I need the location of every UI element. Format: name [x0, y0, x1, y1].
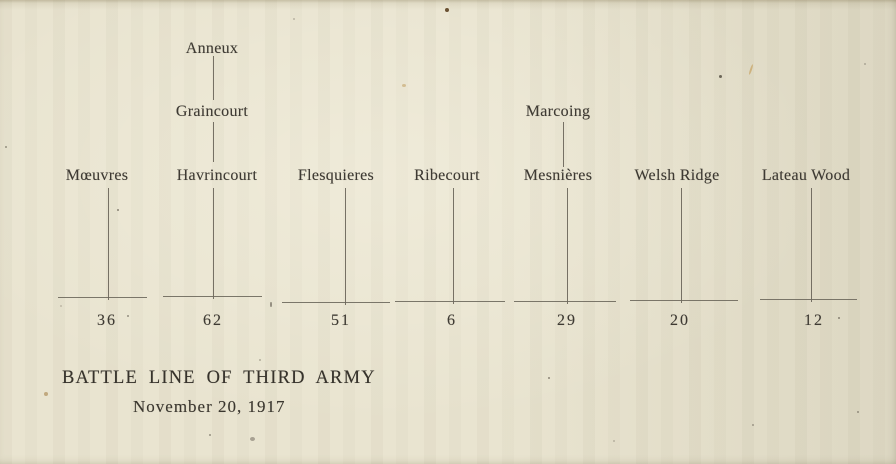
baseline-mesnieres	[514, 301, 616, 303]
place-label-moeuvres: Mœuvres	[65, 167, 129, 184]
place-label-mesnieres: Mesnières	[523, 167, 593, 184]
paper-speck	[548, 377, 550, 379]
baseline-lateau-wood	[760, 299, 857, 301]
division-number-flesquieres: 51	[331, 312, 351, 329]
paper-speck	[748, 63, 754, 76]
sector-line-ribecourt	[453, 188, 455, 304]
diagram-date: November 20, 1917	[133, 397, 286, 416]
division-number-ribecourt: 6	[447, 312, 457, 329]
sector-line-havrincourt	[213, 188, 215, 299]
sector-line-mesnieres	[567, 188, 569, 304]
paper-speck	[127, 315, 129, 317]
place-label-welsh-ridge: Welsh Ridge	[634, 167, 720, 184]
place-label-flesquieres: Flesquieres	[297, 167, 375, 184]
paper-speck	[270, 302, 272, 307]
place-label-marcoing: Marcoing	[525, 103, 591, 120]
connector-marcoing-mesnieres	[563, 122, 565, 167]
paper-speck	[857, 411, 859, 413]
connector-graincourt-havrincourt	[213, 122, 215, 162]
paper-speck	[719, 75, 722, 78]
baseline-welsh-ridge	[630, 300, 738, 302]
paper-speck	[250, 437, 255, 441]
paper-speck	[293, 18, 295, 20]
paper-speck	[117, 209, 119, 211]
sector-line-flesquieres	[345, 188, 347, 305]
baseline-moeuvres	[58, 297, 147, 299]
place-label-graincourt: Graincourt	[175, 103, 249, 120]
sector-line-moeuvres	[108, 188, 110, 300]
paper-speck	[259, 359, 261, 361]
place-label-havrincourt: Havrincourt	[176, 167, 258, 184]
paper-speck	[752, 424, 754, 426]
division-number-lateau-wood: 12	[804, 312, 824, 329]
sector-line-lateau-wood	[811, 188, 813, 302]
place-label-ribecourt: Ribecourt	[414, 167, 480, 184]
paper-speck	[613, 440, 615, 442]
sector-line-welsh-ridge	[681, 188, 683, 303]
place-label-lateau-wood: Lateau Wood	[761, 167, 851, 184]
paper-speck	[445, 8, 449, 12]
paper-speck	[402, 84, 406, 87]
paper-speck	[209, 434, 211, 436]
baseline-havrincourt	[163, 296, 262, 298]
division-number-welsh-ridge: 20	[670, 312, 690, 329]
diagram-title: BATTLE LINE OF THIRD ARMY	[62, 368, 376, 388]
paper-speck	[60, 305, 62, 307]
baseline-ribecourt	[395, 301, 505, 303]
baseline-flesquieres	[282, 302, 390, 304]
paper-speck	[864, 63, 866, 65]
connector-anneux-graincourt	[213, 56, 215, 100]
paper-speck	[44, 392, 48, 396]
place-label-anneux: Anneux	[185, 40, 239, 57]
division-number-mesnieres: 29	[557, 312, 577, 329]
paper-speck	[838, 317, 840, 319]
paper-speck	[5, 146, 7, 148]
division-number-havrincourt: 62	[203, 312, 223, 329]
division-number-moeuvres: 36	[97, 312, 117, 329]
